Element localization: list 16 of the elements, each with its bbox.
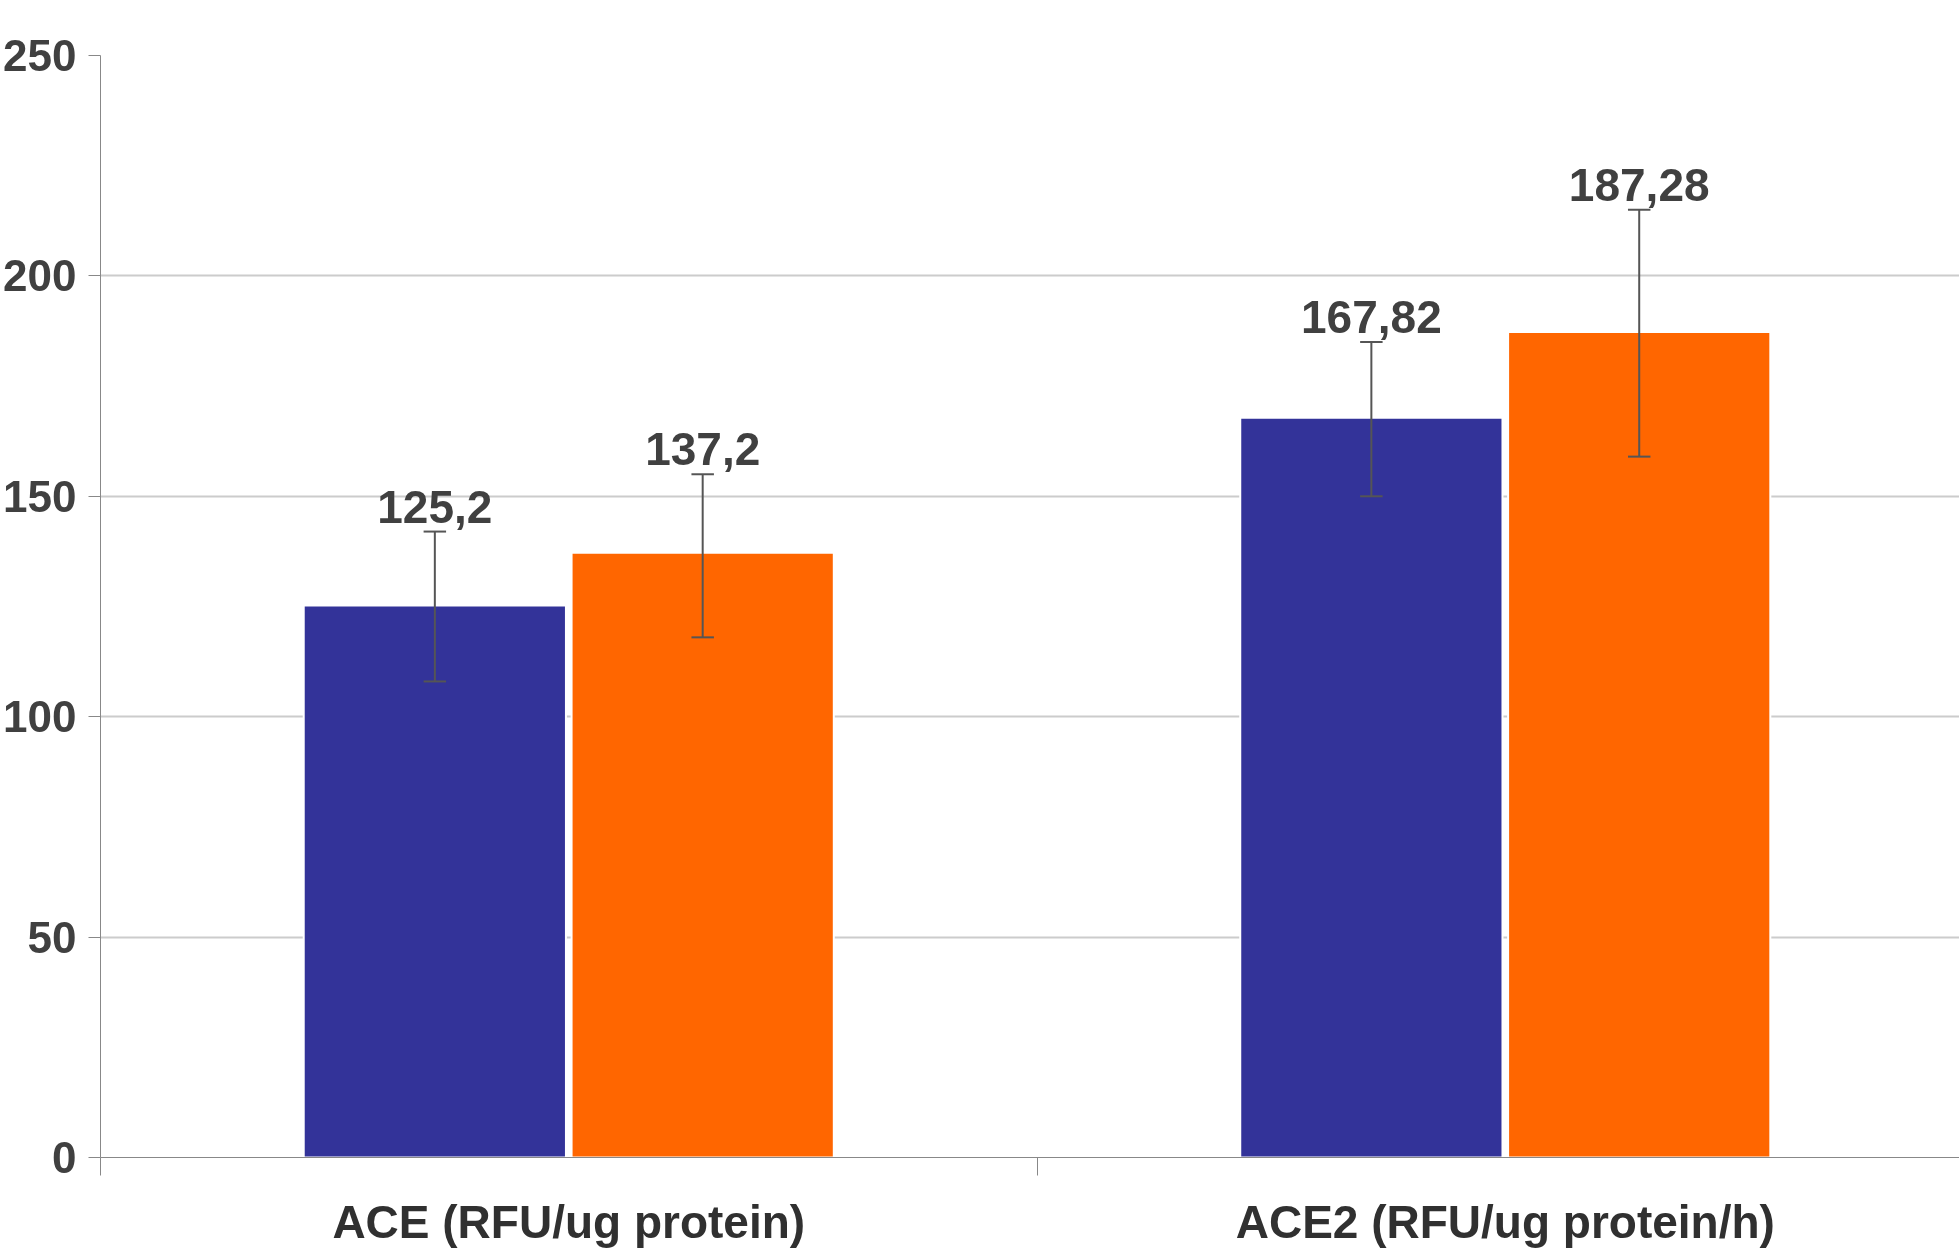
y-tick-label: 50 bbox=[27, 912, 77, 962]
x-tick-label: ACE2 (RFU/ug protein/h) bbox=[1235, 1195, 1775, 1248]
data-label: 137,2 bbox=[645, 423, 761, 476]
y-tick-label: 100 bbox=[3, 692, 77, 742]
data-label: 125,2 bbox=[377, 480, 493, 533]
data-label: 187,28 bbox=[1568, 158, 1710, 211]
bar bbox=[302, 604, 567, 1158]
bar bbox=[1507, 330, 1772, 1158]
bar bbox=[1239, 416, 1504, 1158]
y-tick-label: 0 bbox=[52, 1133, 77, 1182]
y-tick-label: 200 bbox=[3, 251, 77, 301]
data-label: 167,82 bbox=[1301, 291, 1442, 344]
x-tick-label: ACE (RFU/ug protein) bbox=[332, 1195, 806, 1248]
bar bbox=[570, 551, 835, 1158]
y-tick-label: 150 bbox=[3, 471, 77, 521]
y-tick-label: 250 bbox=[3, 31, 77, 80]
